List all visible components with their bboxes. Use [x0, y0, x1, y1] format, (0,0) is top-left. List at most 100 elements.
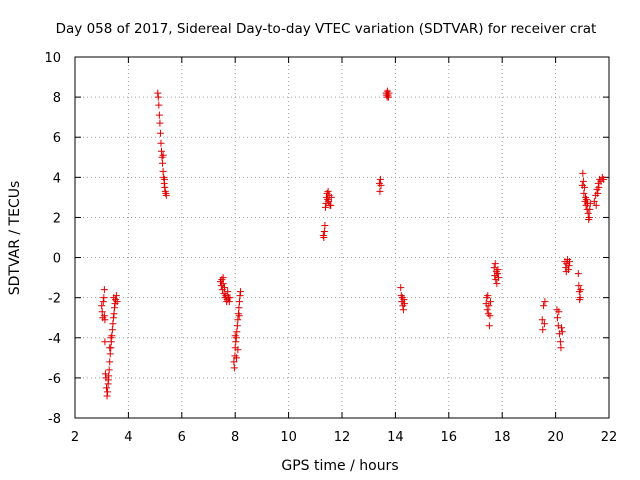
data-point — [104, 388, 112, 396]
data-point — [486, 298, 494, 306]
data-point — [400, 300, 408, 308]
y-axis-label: SDTVAR / TECUs — [7, 181, 23, 296]
data-point — [154, 93, 162, 101]
data-point — [230, 364, 238, 372]
data-point — [158, 147, 166, 155]
data-point — [103, 392, 111, 400]
data-point — [541, 298, 549, 306]
data-point — [400, 296, 408, 304]
data-point — [324, 187, 332, 195]
data-point — [232, 338, 240, 346]
data-point — [483, 306, 491, 314]
data-point — [159, 151, 167, 159]
data-point — [106, 344, 114, 352]
x-tick-label: 10 — [280, 430, 297, 445]
data-point — [558, 328, 566, 336]
data-point — [376, 187, 384, 195]
x-tick-label: 18 — [494, 430, 511, 445]
data-point — [485, 302, 493, 310]
y-tick-label: -2 — [48, 292, 61, 307]
data-point — [493, 270, 501, 278]
grid — [75, 57, 609, 418]
data-point — [103, 384, 111, 392]
axis-ticks: 2 4 6 8 10 12 14 16 18 20 22 -8 -6 -4 -2 0 2 4 6 8 10 — [44, 51, 617, 445]
data-point — [235, 304, 243, 312]
data-point — [109, 314, 117, 322]
data-point — [321, 221, 329, 229]
data-point — [327, 201, 335, 209]
data-point — [320, 227, 328, 235]
data-point — [235, 298, 243, 306]
data-point — [575, 282, 583, 290]
x-tick-label: 16 — [441, 430, 458, 445]
data-point — [230, 358, 238, 366]
data-point — [225, 298, 233, 306]
data-point — [100, 286, 108, 294]
data-point — [485, 322, 493, 330]
y-tick-label: 8 — [53, 91, 61, 106]
y-tick-label: -4 — [48, 332, 61, 347]
data-point — [233, 328, 241, 336]
data-point — [490, 264, 498, 272]
data-point — [156, 129, 164, 137]
data-point — [111, 304, 119, 312]
data-point — [600, 175, 608, 183]
data-point — [321, 203, 329, 211]
data-point — [494, 274, 502, 282]
data-point — [105, 366, 113, 374]
x-tick-label: 12 — [334, 430, 351, 445]
data-point — [579, 177, 587, 185]
data-point — [539, 326, 547, 334]
data-point — [565, 258, 573, 266]
data-point — [376, 175, 384, 183]
data-point — [564, 266, 572, 274]
y-tick-label: 2 — [53, 211, 61, 226]
data-point — [555, 308, 563, 316]
data-point — [484, 292, 492, 300]
data-point — [565, 262, 573, 270]
data-point — [219, 274, 227, 282]
data-point — [159, 167, 167, 175]
data-point — [585, 213, 593, 221]
data-point — [399, 306, 407, 314]
data-point — [107, 334, 115, 342]
data-point — [557, 344, 565, 352]
y-tick-label: -8 — [48, 412, 61, 427]
data-point — [385, 89, 393, 97]
data-point — [99, 298, 107, 306]
data-point — [106, 358, 114, 366]
data-point — [397, 284, 405, 292]
data-point — [325, 197, 333, 205]
data-point — [327, 193, 335, 201]
data-point — [224, 288, 232, 296]
data-point — [101, 338, 109, 346]
data-point — [594, 189, 602, 197]
data-point — [592, 201, 600, 209]
data-point — [584, 209, 592, 217]
data-point — [595, 183, 603, 191]
data-point — [586, 205, 594, 213]
data-point — [553, 314, 561, 322]
x-tick-label: 2 — [71, 430, 79, 445]
data-point — [234, 316, 242, 324]
x-tick-label: 22 — [601, 430, 618, 445]
data-point — [377, 181, 385, 189]
data-point — [161, 183, 169, 191]
x-axis-label: GPS time / hours — [281, 458, 398, 474]
data-point — [100, 294, 108, 302]
data-point — [162, 191, 170, 199]
data-point — [491, 260, 499, 268]
data-point — [110, 294, 118, 302]
data-point — [586, 199, 594, 207]
data-point — [236, 292, 244, 300]
x-tick-label: 4 — [124, 430, 132, 445]
y-tick-label: 6 — [53, 131, 61, 146]
data-point — [579, 169, 587, 177]
data-point — [101, 316, 109, 324]
data-point — [109, 320, 117, 328]
y-tick-label: 0 — [53, 252, 61, 267]
data-point — [106, 350, 114, 358]
data-point — [159, 159, 167, 167]
chart-title: Day 058 of 2017, Sidereal Day-to-day VTE… — [56, 21, 597, 37]
y-tick-label: -6 — [48, 372, 61, 387]
